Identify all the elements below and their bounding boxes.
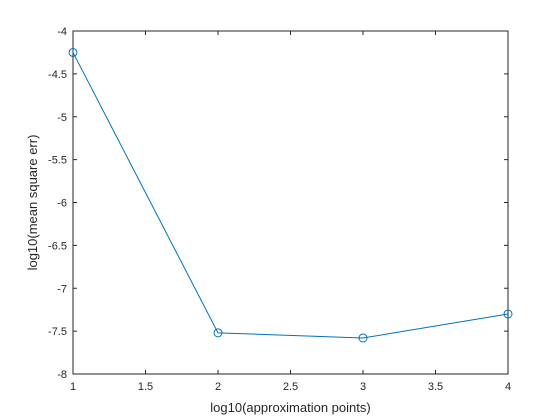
y-tick-label: -6 — [57, 198, 67, 210]
y-tick-label: -5 — [57, 112, 67, 124]
data-point-marker — [213, 328, 223, 338]
x-tick-label: 1 — [70, 381, 76, 393]
y-tick-label: -4.5 — [48, 69, 67, 81]
plot-area — [72, 30, 509, 375]
series-line — [72, 52, 509, 339]
x-tick-label: 2.5 — [283, 381, 298, 393]
y-axis: -8 -7.5 -7 -6.5 -6 -5.5 -5 -4.5 -4 — [48, 26, 508, 381]
x-tick-label: 3 — [360, 381, 366, 393]
y-tick-label: -7.5 — [48, 326, 67, 338]
x-tick-label: 3.5 — [428, 381, 443, 393]
series-layer — [68, 47, 513, 343]
y-tick-label: -7 — [57, 283, 67, 295]
x-tick-label: 4 — [505, 381, 511, 393]
data-point-marker — [358, 333, 368, 343]
y-tick-label: -4 — [57, 26, 67, 38]
y-tick-label: -5.5 — [48, 155, 67, 167]
y-tick-label: -8 — [57, 369, 67, 381]
x-tick-label: 2 — [215, 381, 221, 393]
x-axis-label: log10(approximation points) — [210, 400, 370, 415]
y-tick-label: -6.5 — [48, 240, 67, 252]
data-point-marker — [503, 309, 513, 319]
y-axis-label: log10(mean square err) — [25, 135, 40, 271]
data-point-marker — [68, 47, 78, 57]
x-axis: 1 1.5 2 2.5 3 3.5 4 — [70, 31, 511, 393]
x-tick-label: 1.5 — [138, 381, 153, 393]
